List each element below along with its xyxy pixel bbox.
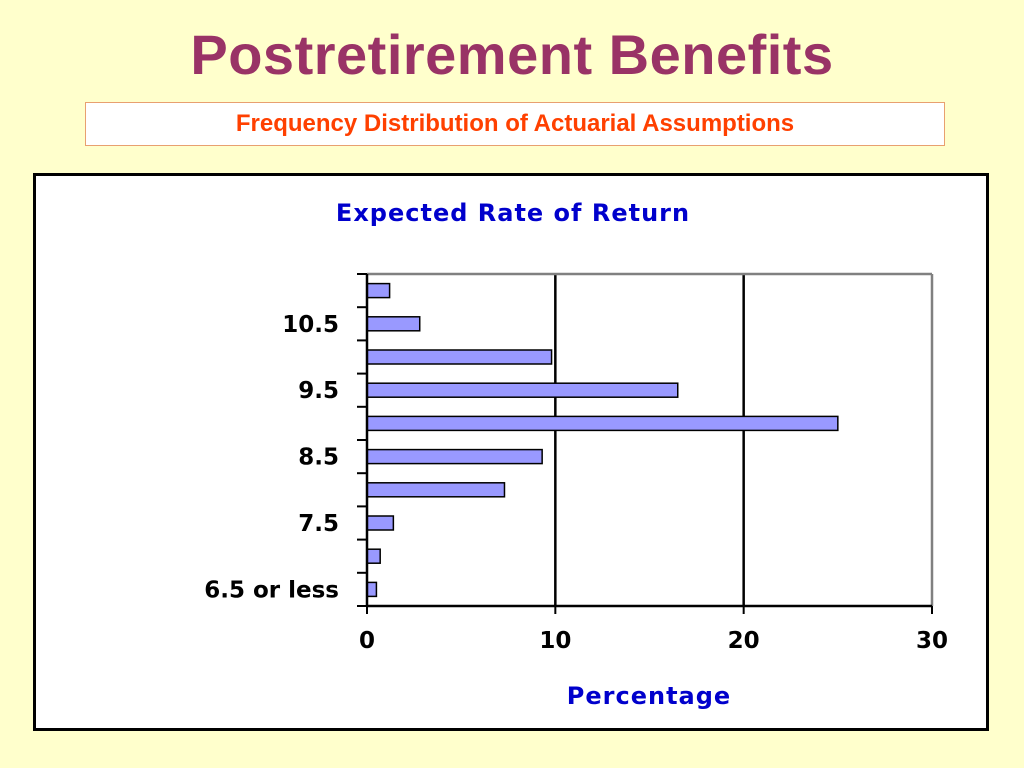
y-tick-label-7.5: 7.5 [298, 511, 339, 537]
bar-11 [366, 282, 391, 299]
chart-title: Expected Rate of Return [336, 199, 690, 227]
y-tick-label-9.5: 9.5 [298, 378, 339, 404]
bar-10 [366, 349, 553, 365]
chart-frame: Expected Rate of Return 0 10 20 30 6.5 or le… [33, 173, 989, 731]
bar-8 [366, 482, 506, 498]
subtitle-box: Frequency Distribution of Actuarial Assu… [85, 102, 945, 146]
bar-7 [366, 548, 381, 564]
bar-layer [366, 282, 839, 598]
x-tick-label-20: 20 [728, 628, 760, 654]
bar-9.5 [366, 382, 679, 398]
bar-chart: Expected Rate of Return 0 10 20 30 6.5 or le… [204, 199, 948, 710]
bar-9 [366, 415, 839, 432]
y-tick-label-8.5: 8.5 [298, 445, 339, 471]
x-tick-label-0: 0 [359, 628, 375, 654]
bar-8.5 [366, 448, 543, 465]
x-tick-label-10: 10 [539, 628, 571, 654]
grid-layer [367, 272, 934, 606]
y-tick-label-10.5: 10.5 [282, 312, 339, 338]
x-tick-label-30: 30 [916, 628, 948, 654]
axis-layer: 0 10 20 30 6.5 or less 7.5 8.5 9.5 10.5 [204, 273, 948, 654]
bar-7.5 [366, 515, 395, 531]
y-tick-label-6.5-or-less: 6.5 or less [204, 577, 339, 603]
slide-title: Postretirement Benefits [190, 23, 834, 86]
bar-10.5 [366, 316, 421, 332]
x-axis-label: Percentage [567, 682, 731, 710]
subtitle-text: Frequency Distribution of Actuarial Assu… [235, 110, 795, 137]
bar-6.5-or-less [366, 581, 378, 598]
